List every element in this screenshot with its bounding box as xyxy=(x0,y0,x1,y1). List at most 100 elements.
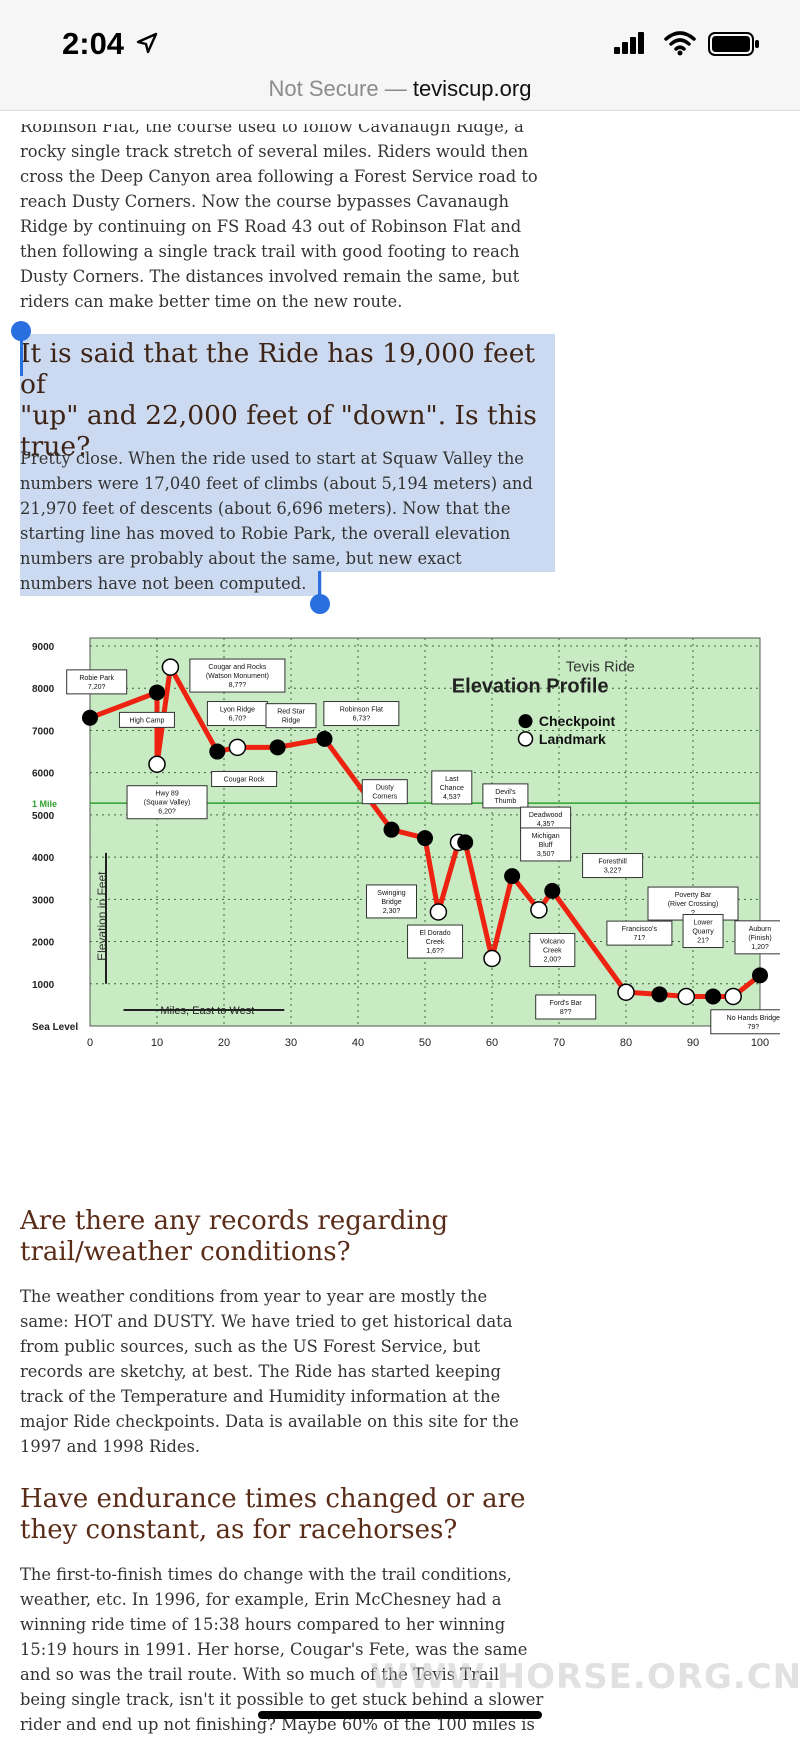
annotation-label: 71? xyxy=(634,935,646,942)
landmark-marker xyxy=(148,755,166,773)
status-time: 2:04 xyxy=(62,26,125,61)
annotation-label: Swinging xyxy=(377,890,406,897)
checkpoint-marker xyxy=(316,730,333,747)
text-line: riders can make better time on the new r… xyxy=(20,292,403,311)
annotation-label: Robinson Flat xyxy=(340,707,383,714)
annotation-box xyxy=(431,770,473,805)
heading-up-down: It is said that the Ride has 19,000 feet… xyxy=(20,338,560,462)
checkpoint-marker xyxy=(383,821,400,838)
annotation-label: Hwy 89 xyxy=(155,791,178,798)
y-tick-label: 6000 xyxy=(32,769,55,780)
cellular-signal-icon xyxy=(614,32,644,54)
text-line: from public sources, such as the US Fore… xyxy=(20,1337,481,1356)
text-line: The first-to-finish times do change with… xyxy=(20,1565,512,1584)
text-line: 1997 and 1998 Rides. xyxy=(20,1437,201,1456)
annotation-label: 21? xyxy=(697,938,709,945)
text-line: being single track, isn't it possible to… xyxy=(20,1690,544,1709)
y-tick-label: 3000 xyxy=(32,895,55,906)
text-line: starting line has moved to Robie Park, t… xyxy=(20,524,511,543)
legend-landmark-label: Landmark xyxy=(539,731,606,747)
paragraph-course-route: Robinson Flat, the course used to follow… xyxy=(20,114,560,314)
annotation-box xyxy=(482,783,529,809)
text-line: reach Dusty Corners. Now the course bypa… xyxy=(20,192,510,211)
annotation-box xyxy=(529,933,576,967)
annotation-label: Ridge xyxy=(282,718,300,725)
heading-line: trail/weather conditions? xyxy=(20,1237,351,1267)
annotation-label: Last xyxy=(445,776,458,783)
y-tick-label: Sea Level xyxy=(32,1022,78,1033)
annotation-label: Cougar and Rocks xyxy=(208,664,266,671)
annotation-box xyxy=(520,806,572,832)
annotation-label: Volcano xyxy=(540,939,565,946)
landmark-marker xyxy=(617,983,635,1001)
annotation-label: 6,20? xyxy=(158,809,176,816)
text-line: records are sketchy, at best. The Ride h… xyxy=(20,1362,501,1381)
annotation-label: Creek xyxy=(426,939,445,946)
annotation-label: (River Crossing) xyxy=(668,901,719,908)
one-mile-label: 1 Mile xyxy=(32,799,57,809)
checkpoint-marker xyxy=(544,882,561,899)
y-tick-label: 2000 xyxy=(32,938,55,949)
text-selection-highlight xyxy=(20,334,555,572)
annotation-box xyxy=(211,771,278,787)
x-tick-label: 20 xyxy=(218,1037,230,1049)
x-tick-label: 10 xyxy=(151,1037,163,1049)
x-tick-label: 70 xyxy=(553,1037,565,1049)
selection-start-handle[interactable] xyxy=(11,321,31,341)
wifi-icon xyxy=(664,31,696,56)
checkpoint-marker xyxy=(269,739,286,756)
annotation-label: Robie Park xyxy=(79,675,114,682)
annotation-box xyxy=(606,920,673,946)
annotation-box xyxy=(206,701,268,727)
text-line: track of the Temperature and Humidity in… xyxy=(20,1387,501,1406)
annotation-label: Thumb xyxy=(495,798,517,805)
battery-icon xyxy=(708,32,759,56)
landmark-marker xyxy=(724,987,742,1006)
annotation-label: Devil's xyxy=(495,789,516,796)
legend-checkpoint-marker xyxy=(518,714,533,729)
text-line: and so was the trail route. With so much… xyxy=(20,1665,500,1684)
address-bar[interactable]: Not Secure — teviscup.org xyxy=(0,76,800,102)
annotation-label: 2,00? xyxy=(544,957,562,964)
paragraph-weather: The weather conditions from year to year… xyxy=(20,1284,560,1459)
chart-subtitle: Elevation Profile xyxy=(452,675,609,697)
text-line: Pretty close. When the ride used to star… xyxy=(20,449,524,468)
annotation-label: 8?? xyxy=(560,1009,572,1016)
text-line: Ridge by continuing on FS Road 43 out of… xyxy=(20,217,522,236)
y-tick-label: 9000 xyxy=(32,642,55,653)
paragraph-elevation-answer: Pretty close. When the ride used to star… xyxy=(20,446,560,596)
x-tick-label: 80 xyxy=(620,1037,632,1049)
y-tick-label: 7000 xyxy=(32,726,55,737)
annotation-box xyxy=(126,785,208,820)
checkpoint-marker xyxy=(752,967,768,984)
annotation-label: Creek xyxy=(543,948,562,955)
paragraph-endurance-times: The first-to-finish times do change with… xyxy=(20,1562,560,1737)
annotation-label: Bridge xyxy=(381,899,401,906)
annotation-label: 2,30? xyxy=(383,908,401,915)
text-line: numbers are probably about the same, but… xyxy=(20,549,462,568)
text-line: then following a single track trail with… xyxy=(20,242,520,261)
y-tick-label: 4000 xyxy=(32,853,55,864)
text-line: rider and end up not finishing? Maybe 60… xyxy=(20,1715,535,1734)
x-tick-label: 60 xyxy=(486,1037,498,1049)
annotation-label: 1,6?? xyxy=(426,948,444,955)
x-tick-label: 100 xyxy=(751,1037,769,1049)
home-indicator[interactable] xyxy=(258,1711,542,1719)
annotation-label: (Squaw Valley) xyxy=(144,800,191,807)
selection-end-caret xyxy=(318,571,321,597)
annotation-box xyxy=(535,994,597,1020)
address-separator: — xyxy=(378,76,413,101)
annotation-label: 1,20? xyxy=(751,944,769,951)
text-line: 15:19 hours in 1991. Her horse, Cougar's… xyxy=(20,1640,528,1659)
annotation-label: Bluff xyxy=(539,842,553,849)
annotation-label: 8,7?? xyxy=(229,682,247,689)
annotation-label: Foresthill xyxy=(598,859,627,866)
annotation-label: Quarry xyxy=(692,929,714,936)
selection-end-handle[interactable] xyxy=(310,594,330,614)
legend-checkpoint-label: Checkpoint xyxy=(539,713,616,729)
checkpoint-marker xyxy=(82,709,98,726)
location-arrow-icon xyxy=(136,32,158,54)
annotation-label: (Watson Monument) xyxy=(206,673,269,680)
annotation-label: Corners xyxy=(372,794,397,801)
